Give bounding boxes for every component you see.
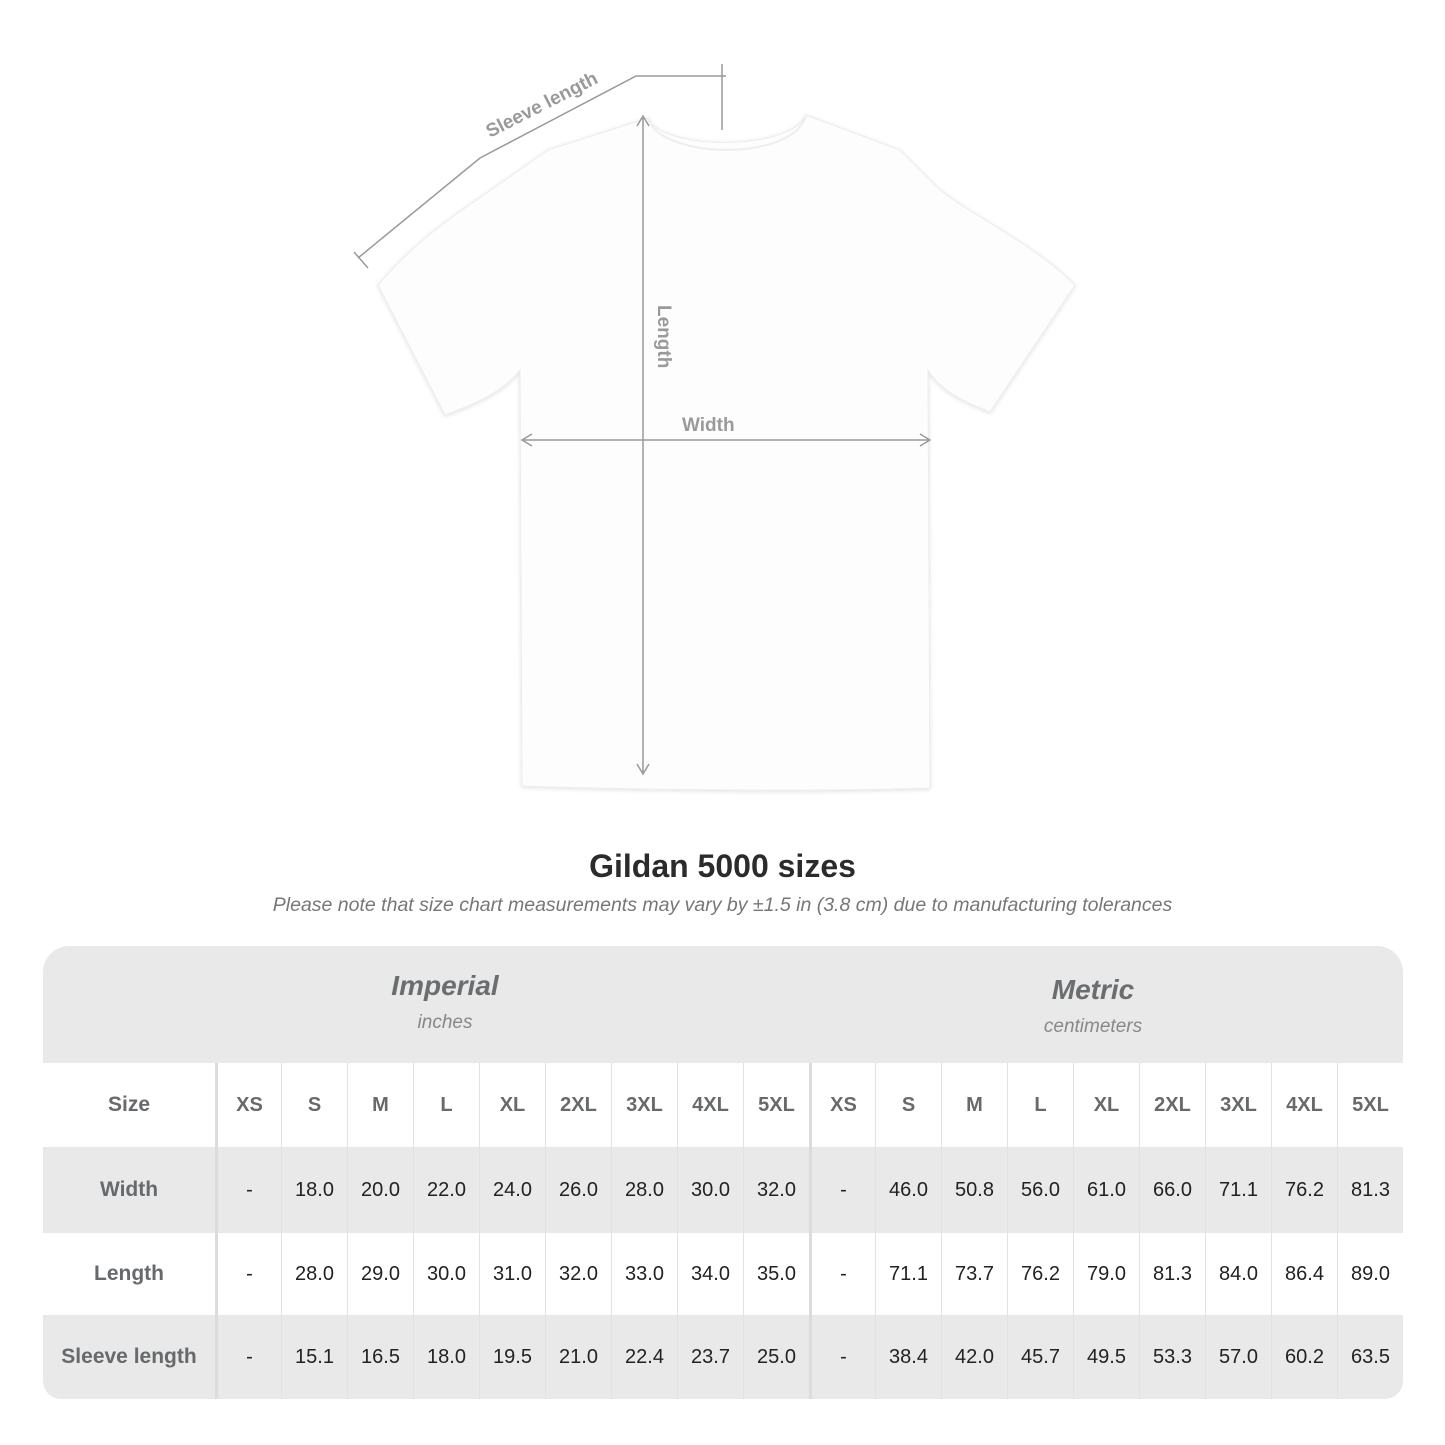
imperial-name: Imperial [391,970,499,1001]
imperial-value-cell: 28.0 [281,1233,347,1315]
length-label: Length [653,305,674,368]
metric-value-cell: 53.3 [1139,1315,1205,1399]
imperial-value-cell: 32.0 [743,1147,809,1233]
size-grid: Size XS S M L XL 2XL 3XL 4XL 5XL XS S M L XL 2XL 3XL 4XL 5… [43,1063,1403,1399]
imperial-value-cell: 16.5 [347,1315,413,1399]
metric-size-s: S [875,1063,941,1147]
metric-value-cell: - [809,1233,875,1315]
metric-value-cell: 38.4 [875,1315,941,1399]
imperial-value-cell: 18.0 [413,1315,479,1399]
imperial-unit: inches [417,1012,473,1033]
imperial-value-cell: 35.0 [743,1233,809,1315]
metric-value-cell: 50.8 [941,1147,1007,1233]
metric-value-cell: 42.0 [941,1315,1007,1399]
imperial-value-cell: 33.0 [611,1233,677,1315]
metric-value-cell: 56.0 [1007,1147,1073,1233]
metric-value-cell: 66.0 [1139,1147,1205,1233]
imperial-value-cell: 22.4 [611,1315,677,1399]
metric-value-cell: 71.1 [875,1233,941,1315]
metric-value-cell: 60.2 [1271,1315,1337,1399]
tshirt-shape [377,114,1076,791]
tshirt-diagram: Sleeve length Length Width [353,64,1076,791]
imperial-value-cell: 26.0 [545,1147,611,1233]
metric-value-cell: 71.1 [1205,1147,1271,1233]
metric-size-4xl: 4XL [1271,1063,1337,1147]
imperial-value-cell: 22.0 [413,1147,479,1233]
imperial-value-cell: 31.0 [479,1233,545,1315]
metric-name: Metric [1051,974,1135,1005]
metric-value-cell: 86.4 [1271,1233,1337,1315]
imperial-value-cell: 30.0 [413,1233,479,1315]
metric-size-xl: XL [1073,1063,1139,1147]
metric-size-l: L [1007,1063,1073,1147]
metric-value-cell: 81.3 [1139,1233,1205,1315]
imperial-value-cell: 32.0 [545,1233,611,1315]
imperial-value-cell: 23.7 [677,1315,743,1399]
metric-value-cell: 45.7 [1007,1315,1073,1399]
imperial-size-m: M [347,1063,413,1147]
imperial-value-cell: 34.0 [677,1233,743,1315]
metric-value-cell: - [809,1147,875,1233]
unit-header-band: Imperial inches Metric centimeters [43,946,1403,1063]
sleeve-length-line [357,75,726,259]
metric-value-cell: - [809,1315,875,1399]
imperial-size-xs: XS [215,1063,281,1147]
metric-value-cell: 79.0 [1073,1233,1139,1315]
width-line [520,433,932,447]
metric-size-xs: XS [809,1063,875,1147]
imperial-value-cell: 28.0 [611,1147,677,1233]
imperial-size-4xl: 4XL [677,1063,743,1147]
imperial-value-cell: 18.0 [281,1147,347,1233]
size-header-label: Size [43,1063,215,1147]
page-title: Gildan 5000 sizes [589,848,856,884]
measurement-lines [353,64,932,776]
metric-value-cell: 49.5 [1073,1315,1139,1399]
metric-size-5xl: 5XL [1337,1063,1403,1147]
width-label: Width [682,415,735,436]
imperial-value-cell: 19.5 [479,1315,545,1399]
imperial-size-xl: XL [479,1063,545,1147]
metric-value-cell: 46.0 [875,1147,941,1233]
imperial-size-l: L [413,1063,479,1147]
metric-value-cell: 76.2 [1271,1147,1337,1233]
metric-value-cell: 73.7 [941,1233,1007,1315]
row-label-width: Width [43,1147,215,1233]
metric-value-cell: 61.0 [1073,1147,1139,1233]
imperial-value-cell: - [215,1147,281,1233]
metric-size-2xl: 2XL [1139,1063,1205,1147]
imperial-value-cell: 15.1 [281,1315,347,1399]
tolerance-note: Please note that size chart measurements… [272,894,1173,916]
imperial-value-cell: - [215,1233,281,1315]
metric-value-cell: 63.5 [1337,1315,1403,1399]
metric-unit: centimeters [1043,1016,1143,1037]
metric-header: Metric centimeters [793,974,1393,1038]
imperial-size-5xl: 5XL [743,1063,809,1147]
metric-value-cell: 84.0 [1205,1233,1271,1315]
imperial-value-cell: - [215,1315,281,1399]
row-label-sleeve-length: Sleeve length [43,1315,215,1399]
metric-size-3xl: 3XL [1205,1063,1271,1147]
length-line [636,114,650,776]
imperial-size-2xl: 2XL [545,1063,611,1147]
size-table: Imperial inches Metric centimeters Size X… [43,946,1403,1399]
metric-size-m: M [941,1063,1007,1147]
imperial-header: Imperial inches [145,970,745,1034]
imperial-value-cell: 24.0 [479,1147,545,1233]
imperial-size-3xl: 3XL [611,1063,677,1147]
imperial-value-cell: 25.0 [743,1315,809,1399]
imperial-size-s: S [281,1063,347,1147]
imperial-value-cell: 30.0 [677,1147,743,1233]
sleeve-length-label: Sleeve length [483,68,602,142]
metric-value-cell: 57.0 [1205,1315,1271,1399]
imperial-value-cell: 21.0 [545,1315,611,1399]
imperial-value-cell: 20.0 [347,1147,413,1233]
row-label-length: Length [43,1233,215,1315]
metric-value-cell: 89.0 [1337,1233,1403,1315]
metric-value-cell: 81.3 [1337,1147,1403,1233]
imperial-value-cell: 29.0 [347,1233,413,1315]
metric-value-cell: 76.2 [1007,1233,1073,1315]
